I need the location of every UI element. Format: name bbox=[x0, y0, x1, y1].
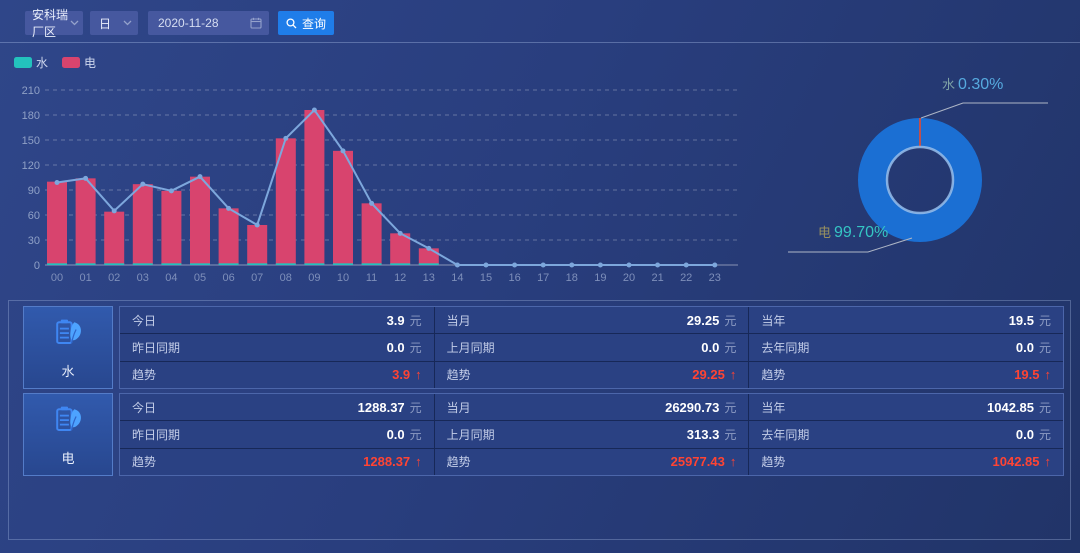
table-row: 当年 19.5 元 bbox=[761, 312, 1052, 328]
svg-text:11: 11 bbox=[366, 272, 377, 284]
summary-panel: 水 今日 3.9 元 昨日同期 0.0 元 趋势 3.9 ↑ bbox=[8, 300, 1071, 540]
cost-share-donut-canvas bbox=[788, 102, 1048, 253]
svg-text:10: 10 bbox=[337, 272, 349, 284]
hourly-cost-chart: 0 30 60 90 120 150 180 210 00 01 02 03 04 05 06 07 08 09 1… bbox=[0, 50, 760, 290]
table-row: 今日 3.9 元 bbox=[132, 312, 422, 328]
water-card-label: 水 bbox=[61, 363, 75, 379]
svg-text:05: 05 bbox=[194, 272, 206, 284]
table-row: 昨日同期 0.0 元 bbox=[120, 333, 434, 360]
search-icon bbox=[286, 17, 297, 29]
table-row: 今日 1288.37 元 bbox=[132, 399, 422, 415]
water-meter-card: 水 bbox=[23, 306, 113, 389]
toolbar: 安科瑞厂区 日 查询 bbox=[0, 0, 1080, 43]
svg-text:12: 12 bbox=[394, 272, 406, 284]
svg-text:17: 17 bbox=[537, 272, 549, 284]
svg-text:60: 60 bbox=[28, 210, 40, 222]
trend-up-icon: ↑ bbox=[729, 367, 737, 383]
svg-text:19: 19 bbox=[594, 272, 606, 284]
stat-col-month: 当月 26290.73 元 上月同期 313.3 元 趋势 25977.43 ↑ bbox=[433, 394, 749, 475]
svg-text:20: 20 bbox=[623, 272, 635, 284]
electric-summary-table: 电 今日 1288.37 元 昨日同期 0.0 元 趋势 1288.37 ↑ bbox=[23, 393, 1064, 476]
svg-text:06: 06 bbox=[222, 272, 234, 284]
svg-text:150: 150 bbox=[22, 135, 40, 147]
legend-item-electric[interactable]: 电 bbox=[62, 54, 96, 71]
table-row-trend: 趋势 1042.85 ↑ bbox=[749, 447, 1064, 475]
svg-text:210: 210 bbox=[22, 85, 40, 97]
table-row-trend: 趋势 25977.43 ↑ bbox=[434, 447, 749, 475]
donut-label-water: 水 0.30% bbox=[942, 76, 1004, 93]
svg-text:18: 18 bbox=[566, 272, 578, 284]
table-row: 当月 26290.73 元 bbox=[446, 399, 737, 415]
trend-up-icon: ↑ bbox=[729, 454, 737, 470]
svg-text:30: 30 bbox=[28, 235, 40, 247]
table-row: 当月 29.25 元 bbox=[446, 312, 737, 328]
table-row: 去年同期 0.0 元 bbox=[749, 333, 1064, 360]
svg-text:04: 04 bbox=[165, 272, 177, 284]
donut-label-electric: 电 99.70% bbox=[818, 224, 889, 241]
calendar-icon bbox=[250, 17, 262, 29]
table-row: 当年 1042.85 元 bbox=[761, 399, 1052, 415]
stat-col-year: 当年 1042.85 元 去年同期 0.0 元 趋势 1042.85 ↑ bbox=[748, 394, 1064, 475]
svg-text:16: 16 bbox=[508, 272, 520, 284]
svg-text:07: 07 bbox=[251, 272, 263, 284]
electric-stat-grid: 今日 1288.37 元 昨日同期 0.0 元 趋势 1288.37 ↑ 当月 bbox=[119, 393, 1064, 476]
date-picker[interactable] bbox=[148, 11, 269, 35]
table-row: 去年同期 0.0 元 bbox=[749, 420, 1064, 447]
electric-card-label: 电 bbox=[61, 450, 75, 466]
svg-text:08: 08 bbox=[280, 272, 292, 284]
svg-text:90: 90 bbox=[28, 185, 40, 197]
table-row: 上月同期 313.3 元 bbox=[434, 420, 749, 447]
table-row: 昨日同期 0.0 元 bbox=[120, 420, 434, 447]
trend-up-icon: ↑ bbox=[415, 454, 422, 470]
water-stat-grid: 今日 3.9 元 昨日同期 0.0 元 趋势 3.9 ↑ 当月 bbox=[119, 306, 1064, 389]
stat-col-month: 当月 29.25 元 上月同期 0.0 元 趋势 29.25 ↑ bbox=[433, 307, 749, 388]
hourly-cost-chart-canvas: 0 30 60 90 120 150 180 210 00 01 02 03 04 05 06 07 08 09 1… bbox=[22, 85, 738, 284]
period-select-value: 日 bbox=[99, 16, 112, 31]
stat-col-day: 今日 3.9 元 昨日同期 0.0 元 趋势 3.9 ↑ bbox=[120, 307, 434, 388]
svg-text:00: 00 bbox=[51, 272, 63, 284]
table-row: 上月同期 0.0 元 bbox=[434, 333, 749, 360]
cost-share-donut: 水 0.30% 电 99.70% bbox=[780, 60, 1080, 280]
trend-up-icon: ↑ bbox=[1044, 367, 1052, 383]
svg-text:09: 09 bbox=[308, 272, 320, 284]
svg-text:03: 03 bbox=[137, 272, 149, 284]
site-select[interactable]: 安科瑞厂区 bbox=[25, 8, 83, 39]
table-row-trend: 趋势 29.25 ↑ bbox=[434, 360, 749, 388]
svg-text:120: 120 bbox=[22, 160, 40, 172]
period-select[interactable]: 日 bbox=[90, 11, 138, 35]
svg-text:01: 01 bbox=[79, 272, 91, 284]
electric-meter-icon bbox=[50, 403, 86, 444]
svg-text:180: 180 bbox=[22, 110, 40, 122]
water-swatch-icon bbox=[14, 57, 32, 68]
water-meter-icon bbox=[50, 316, 86, 357]
svg-text:23: 23 bbox=[709, 272, 721, 284]
query-button-label: 查询 bbox=[301, 16, 326, 31]
trend-up-icon: ↑ bbox=[1044, 454, 1052, 470]
stat-col-year: 当年 19.5 元 去年同期 0.0 元 趋势 19.5 ↑ bbox=[748, 307, 1064, 388]
table-row-trend: 趋势 1288.37 ↑ bbox=[120, 447, 434, 475]
table-row-trend: 趋势 19.5 ↑ bbox=[749, 360, 1064, 388]
chevron-down-icon bbox=[123, 20, 132, 26]
electric-meter-card: 电 bbox=[23, 393, 113, 476]
trend-up-icon: ↑ bbox=[415, 367, 422, 383]
stat-col-day: 今日 1288.37 元 昨日同期 0.0 元 趋势 1288.37 ↑ bbox=[120, 394, 434, 475]
electric-swatch-icon bbox=[62, 57, 81, 68]
svg-text:02: 02 bbox=[108, 272, 120, 284]
water-summary-table: 水 今日 3.9 元 昨日同期 0.0 元 趋势 3.9 ↑ bbox=[23, 306, 1064, 389]
legend-item-water[interactable]: 水 bbox=[14, 54, 48, 71]
table-row-trend: 趋势 3.9 ↑ bbox=[120, 360, 434, 388]
site-select-value: 安科瑞厂区 bbox=[32, 8, 69, 39]
query-button[interactable]: 查询 bbox=[278, 11, 334, 35]
svg-text:13: 13 bbox=[423, 272, 435, 284]
svg-text:22: 22 bbox=[680, 272, 692, 284]
svg-text:0: 0 bbox=[34, 260, 40, 272]
chevron-down-icon bbox=[70, 20, 79, 26]
svg-text:21: 21 bbox=[651, 272, 663, 284]
svg-text:14: 14 bbox=[451, 272, 463, 284]
svg-text:15: 15 bbox=[480, 272, 492, 284]
chart-legend: 水 电 bbox=[14, 54, 96, 71]
date-input[interactable] bbox=[158, 16, 238, 30]
